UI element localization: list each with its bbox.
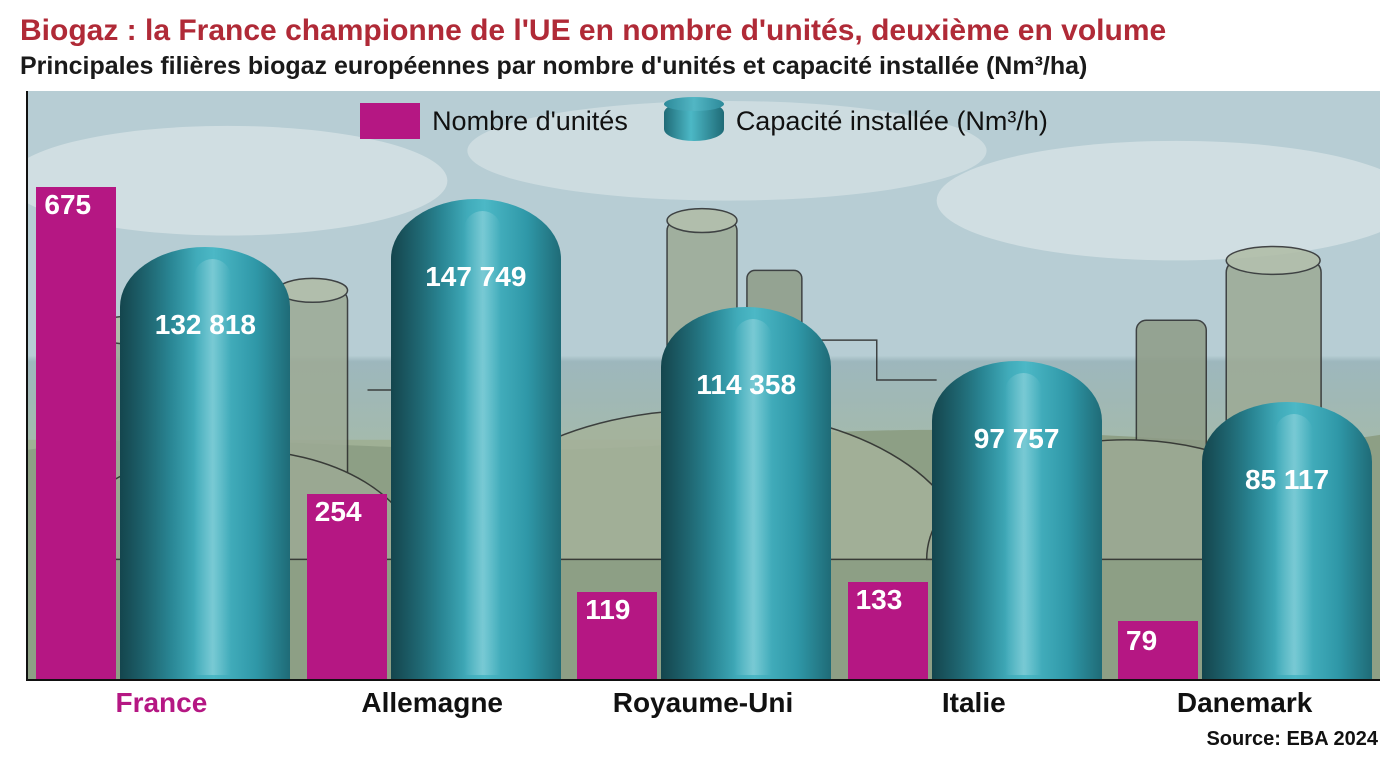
bar-units-value: 119 — [585, 594, 630, 626]
chart-legend: Nombre d'unités Capacité installée (Nm³/… — [28, 101, 1380, 141]
chart-subtitle: Principales filières biogaz européennes … — [20, 52, 1380, 81]
bar-capacity-value: 85 117 — [1202, 464, 1372, 496]
bar-units: 119 — [577, 592, 657, 679]
chart-x-axis-labels: FranceAllemagneRoyaume-UniItalieDanemark — [26, 687, 1380, 719]
bar-units-value: 675 — [44, 189, 91, 221]
chart-group: 119 114 358 — [569, 91, 839, 679]
legend-swatch-capacity — [664, 101, 724, 141]
x-axis-label: Italie — [838, 687, 1109, 719]
chart-bars-container: 675132 818254147 749119114 35813397 7577… — [28, 91, 1380, 679]
chart-group: 133 97 757 — [839, 91, 1109, 679]
bar-units: 79 — [1118, 621, 1198, 679]
legend-item-capacity: Capacité installée (Nm³/h) — [664, 101, 1048, 141]
chart-group: 675 132 818 — [28, 91, 298, 679]
x-axis-label: Royaume-Uni — [568, 687, 839, 719]
bar-capacity-value: 97 757 — [932, 423, 1102, 455]
legend-label-capacity: Capacité installée (Nm³/h) — [736, 106, 1048, 137]
bar-capacity: 85 117 — [1202, 402, 1372, 679]
chart-plot-area: Nombre d'unités Capacité installée (Nm³/… — [26, 91, 1380, 681]
bar-capacity-value: 132 818 — [120, 309, 290, 341]
legend-swatch-units — [360, 103, 420, 139]
x-axis-label: Allemagne — [297, 687, 568, 719]
chart-title: Biogaz : la France championne de l'UE en… — [20, 14, 1380, 48]
bar-capacity: 147 749 — [391, 199, 561, 679]
bar-units: 133 — [848, 582, 928, 679]
bar-capacity-value: 147 749 — [391, 261, 561, 293]
chart-source: Source: EBA 2024 — [1206, 728, 1378, 751]
bar-units: 254 — [307, 494, 387, 679]
bar-capacity: 114 358 — [661, 307, 831, 679]
legend-item-units: Nombre d'unités — [360, 101, 628, 141]
bar-capacity: 132 818 — [120, 247, 290, 679]
legend-label-units: Nombre d'unités — [432, 106, 628, 137]
x-axis-label: Danemark — [1109, 687, 1380, 719]
infographic-container: Biogaz : la France championne de l'UE en… — [0, 0, 1400, 757]
bar-capacity-value: 114 358 — [661, 369, 831, 401]
bar-units-value: 254 — [315, 496, 362, 528]
bar-units-value: 79 — [1126, 625, 1157, 657]
x-axis-label: France — [26, 687, 297, 719]
bar-units-value: 133 — [856, 584, 903, 616]
chart-group: 254 147 749 — [298, 91, 568, 679]
bar-units: 675 — [36, 187, 116, 679]
bar-capacity: 97 757 — [932, 361, 1102, 679]
chart-group: 79 85 117 — [1110, 91, 1380, 679]
